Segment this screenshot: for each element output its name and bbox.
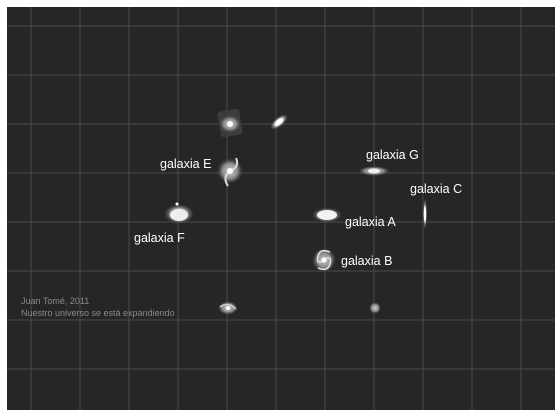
galaxy-b-icon <box>312 248 336 272</box>
credit-caption: Nuestro universo se está expandiendo <box>21 308 175 318</box>
label-galaxia-a: galaxia A <box>345 215 396 229</box>
galaxy-e-icon <box>217 157 243 187</box>
galaxy-upper-tilted-icon <box>269 113 289 131</box>
galaxy-a-icon <box>312 207 342 223</box>
label-galaxia-b: galaxia B <box>341 254 393 268</box>
credit-author: Juan Tomé, 2011 <box>21 296 90 306</box>
galaxy-upper-left-icon <box>217 108 243 138</box>
galaxy-c-icon <box>423 198 427 230</box>
label-galaxia-f: galaxia F <box>134 231 185 245</box>
galaxy-f-icon <box>164 202 194 224</box>
label-galaxia-e: galaxia E <box>160 157 212 171</box>
label-galaxia-g: galaxia G <box>366 148 419 162</box>
galaxy-lower-center-icon <box>369 302 381 314</box>
label-galaxia-c: galaxia C <box>410 182 463 196</box>
galaxies-layer <box>164 108 427 315</box>
galaxy-map-canvas: galaxia A galaxia B galaxia C galaxia E … <box>7 7 555 410</box>
galaxy-lower-left-icon <box>218 301 238 315</box>
galaxy-g-icon <box>358 166 390 176</box>
